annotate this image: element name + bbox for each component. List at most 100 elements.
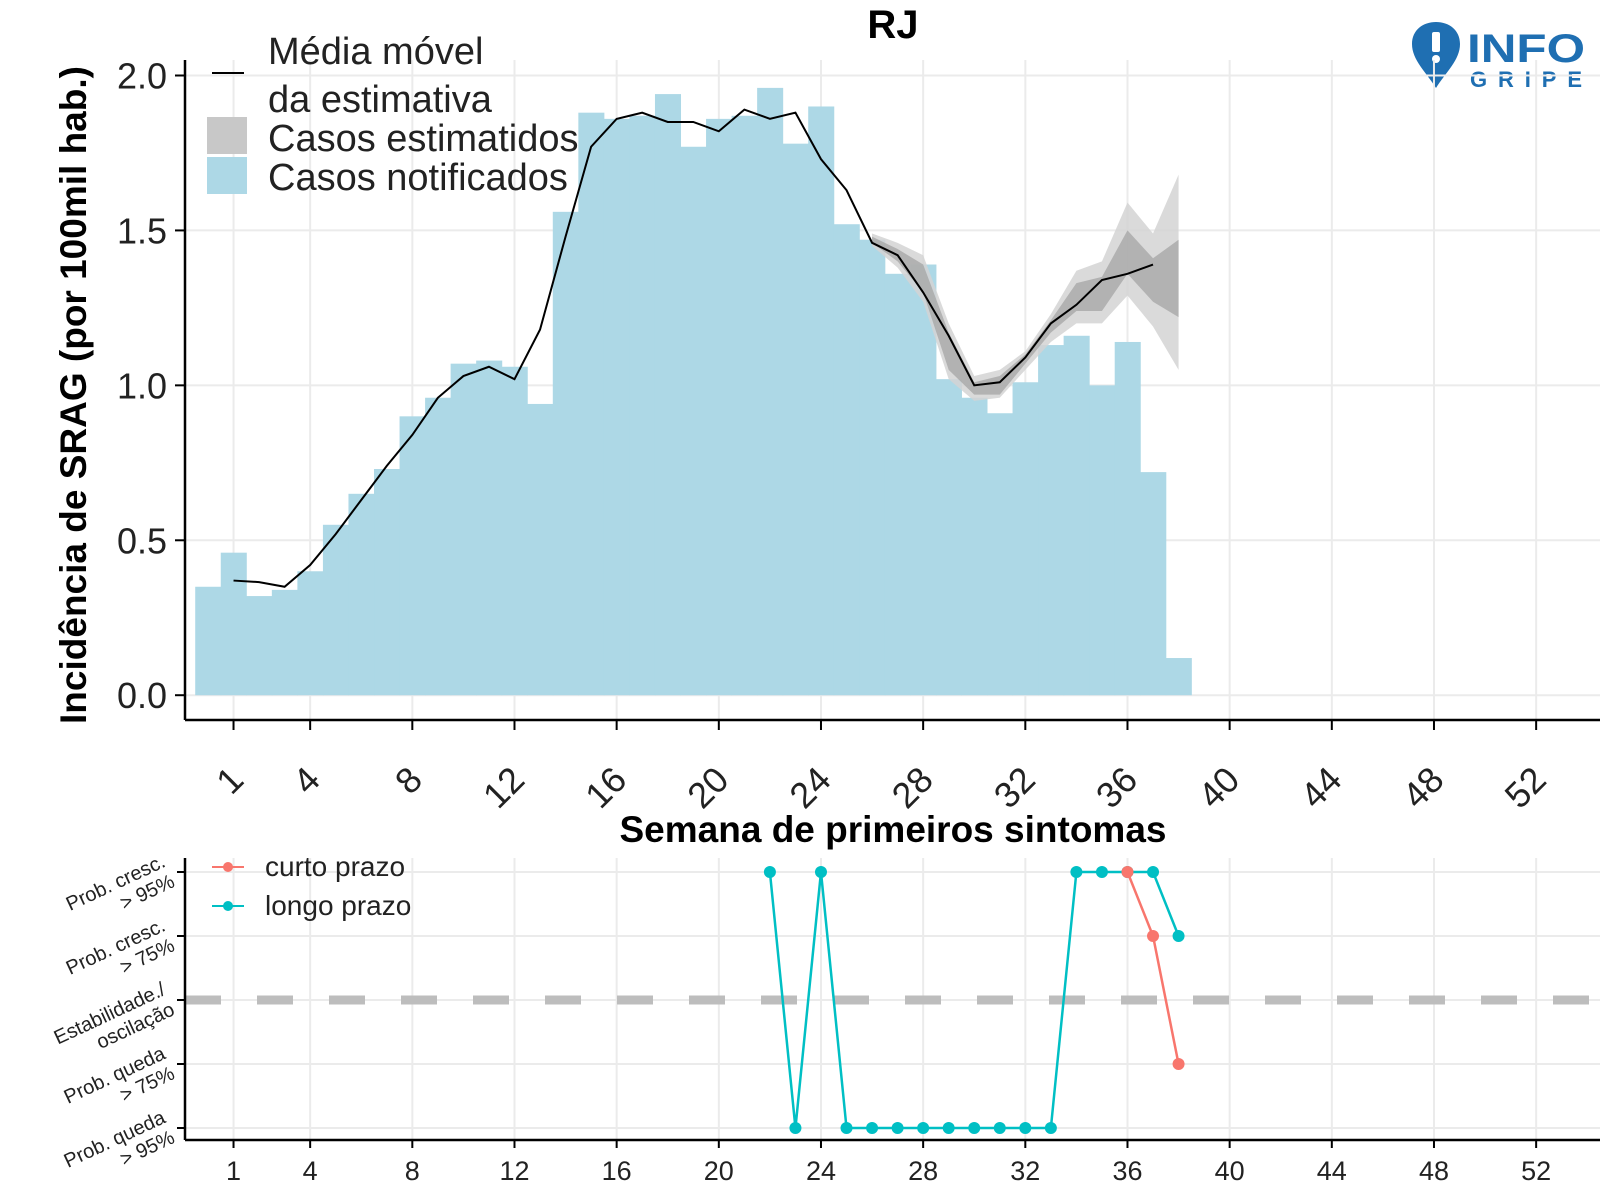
notified-bar xyxy=(450,363,477,696)
top-x-tick-label: 20 xyxy=(679,759,736,816)
bottom-x-tick-label: 40 xyxy=(1215,1156,1245,1186)
notified-bar xyxy=(706,118,733,696)
notified-bar xyxy=(782,143,809,696)
bottom-x-tick-label: 24 xyxy=(806,1156,836,1186)
notified-bar xyxy=(348,493,375,696)
notified-bar xyxy=(271,589,298,696)
notified-bar xyxy=(603,118,630,696)
notified-bar xyxy=(961,397,988,696)
legend-moving-average-line2: da estimativa xyxy=(268,79,493,121)
legend-notified-symbol xyxy=(207,157,247,194)
top-axes xyxy=(175,60,1600,730)
series-point-longo xyxy=(891,1122,904,1134)
notified-bar xyxy=(322,524,349,696)
top-x-tick-label: 4 xyxy=(285,759,328,802)
top-x-tick-label: 12 xyxy=(475,759,532,816)
top-x-tick-label: 1 xyxy=(208,759,251,802)
top-legend: Média móvel da estimativa Casos estimati… xyxy=(207,31,578,199)
top-y-tick-label: 1.5 xyxy=(117,210,167,251)
notified-bar xyxy=(220,552,247,696)
notified-bar xyxy=(399,416,426,696)
notified-bar xyxy=(987,413,1014,696)
notified-bar xyxy=(1038,345,1065,696)
top-y-tick-label: 0.5 xyxy=(117,520,167,561)
moving-average-line xyxy=(233,108,1154,588)
estimate-band-inner xyxy=(872,230,1179,395)
notified-bar xyxy=(578,112,605,696)
bottom-x-tick-label: 16 xyxy=(602,1156,632,1186)
bottom-x-tick-label: 36 xyxy=(1112,1156,1142,1186)
notified-cases-bars xyxy=(195,87,1192,696)
legend-longo-point xyxy=(223,901,233,911)
series-point-longo xyxy=(866,1122,879,1134)
series-point-longo xyxy=(1172,930,1185,942)
top-panel: 1 4 8 12 16 20 24 28 32 36 40 44 48 52 0.00.51.01.52.… xyxy=(53,31,1600,850)
notified-bar xyxy=(195,586,222,696)
series-point-curto xyxy=(1147,930,1160,942)
series-point-longo xyxy=(917,1122,930,1134)
bottom-x-tick-label: 44 xyxy=(1317,1156,1347,1186)
moving-average-polyline xyxy=(233,108,1154,588)
series-point-longo xyxy=(1044,1122,1057,1134)
series-point-longo xyxy=(993,1122,1006,1134)
top-x-tick-labels: 1 4 8 12 16 20 24 28 32 36 40 44 48 52 xyxy=(208,759,1554,816)
bottom-x-tick-label: 12 xyxy=(499,1156,529,1186)
bottom-axes xyxy=(177,858,1600,1148)
notified-bar xyxy=(374,469,401,696)
notified-bar xyxy=(1012,382,1039,696)
bottom-x-tick-label: 1 xyxy=(226,1156,241,1186)
notified-bar xyxy=(1063,335,1090,696)
legend-estimated-symbol xyxy=(207,117,247,154)
top-x-tick-label: 32 xyxy=(986,759,1043,816)
legend-curto-label: curto prazo xyxy=(265,851,405,882)
notified-bar xyxy=(246,596,273,696)
top-y-tick-label: 2.0 xyxy=(117,55,167,96)
bottom-x-tick-label: 8 xyxy=(405,1156,420,1186)
bottom-panel: 1 4 8 12 16 20 24 28 32 36 40 44 48 52 Prob. cresc.> … xyxy=(51,851,1600,1186)
notified-bar xyxy=(1089,385,1116,696)
notified-bar xyxy=(1114,341,1141,696)
bottom-x-tick-label: 52 xyxy=(1521,1156,1551,1186)
top-y-tick-labels: 0.0 0.5 1.0 1.5 2.0 xyxy=(117,55,167,716)
top-y-axis-title: Incidência de SRAG (por 100mil hab.) xyxy=(53,66,94,724)
notified-bar xyxy=(731,115,758,696)
top-x-tick-label: 52 xyxy=(1496,759,1553,816)
notified-bar xyxy=(1140,472,1167,696)
legend-estimated-label: Casos estimatidos xyxy=(268,118,578,160)
notified-bar xyxy=(833,224,860,696)
series-point-longo xyxy=(789,1122,802,1134)
bottom-x-tick-labels: 1 4 8 12 16 20 24 28 32 36 40 44 48 52 xyxy=(226,1156,1551,1186)
bottom-x-tick-label: 28 xyxy=(908,1156,938,1186)
top-x-tick-label: 44 xyxy=(1292,759,1349,816)
series-point-curto xyxy=(1172,1058,1185,1070)
bottom-x-tick-label: 4 xyxy=(303,1156,318,1186)
notified-bar xyxy=(527,403,554,696)
notified-bar xyxy=(501,366,528,696)
series-point-longo xyxy=(1147,866,1160,878)
top-x-tick-label: 48 xyxy=(1394,759,1451,816)
legend-longo-label: longo prazo xyxy=(265,890,411,921)
notified-bar xyxy=(425,397,452,696)
series-point-longo xyxy=(1095,866,1108,878)
bottom-y-tick-label: Prob. queda> 95% xyxy=(61,1106,179,1172)
notified-bar xyxy=(910,264,937,696)
logo-line1: INFO xyxy=(1467,27,1585,71)
estimated-cases-band xyxy=(872,174,1179,401)
chart-title: RJ xyxy=(867,3,918,47)
top-x-tick-label: 8 xyxy=(387,759,430,802)
series-point-curto xyxy=(1121,866,1134,878)
top-x-tick-label: 36 xyxy=(1088,759,1145,816)
series-point-longo xyxy=(968,1122,981,1134)
top-x-tick-label: 40 xyxy=(1190,759,1247,816)
notified-bar xyxy=(859,239,886,696)
legend-notified-label: Casos notificados xyxy=(268,157,568,199)
trend-series xyxy=(763,866,1185,1134)
top-x-tick-label: 24 xyxy=(781,759,838,816)
series-point-longo xyxy=(840,1122,853,1134)
notified-bar xyxy=(297,571,324,696)
notified-bar xyxy=(680,146,707,696)
bottom-x-tick-label: 32 xyxy=(1010,1156,1040,1186)
notified-bar xyxy=(552,211,579,696)
top-x-tick-label: 16 xyxy=(577,759,634,816)
